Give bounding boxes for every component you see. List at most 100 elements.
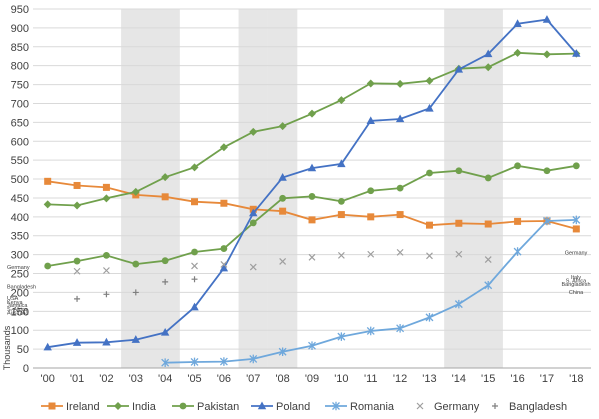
data-point xyxy=(191,198,199,206)
data-point xyxy=(513,19,522,27)
y-tick-label: 350 xyxy=(11,231,29,243)
y-tick-label: 600 xyxy=(11,136,29,148)
data-point xyxy=(366,326,375,336)
y-tick-label: 750 xyxy=(11,80,29,92)
y-tick-label: 700 xyxy=(11,98,29,110)
legend-item: Poland xyxy=(251,401,310,413)
series-poland xyxy=(43,15,581,351)
legend-label: Ireland xyxy=(66,401,100,413)
data-point xyxy=(103,291,110,298)
x-tick-label: '14 xyxy=(452,373,466,385)
data-point xyxy=(131,335,140,343)
x-tick-label: '07 xyxy=(246,373,260,385)
data-point xyxy=(160,327,170,336)
data-point xyxy=(543,167,551,175)
annotation-label: Germany xyxy=(565,251,588,257)
series-bangladesh xyxy=(74,276,198,302)
data-point xyxy=(162,278,169,285)
data-point xyxy=(72,338,82,346)
data-point xyxy=(161,193,169,201)
series-pakistan xyxy=(44,162,580,270)
data-point xyxy=(396,79,405,88)
legend-label: Germany xyxy=(434,401,480,413)
gridlines xyxy=(33,8,591,369)
data-point xyxy=(132,289,139,296)
y-tick-label: 550 xyxy=(11,155,29,167)
data-point xyxy=(337,251,345,259)
x-tick-label: '18 xyxy=(569,373,583,385)
shaded-band xyxy=(444,9,474,368)
annotation-label: S. Africa xyxy=(566,279,587,285)
data-point xyxy=(249,263,257,271)
data-point xyxy=(279,207,287,215)
data-point xyxy=(43,342,52,351)
legend-item: Ireland xyxy=(41,401,100,413)
data-point xyxy=(367,250,375,258)
data-point xyxy=(191,262,198,270)
data-point xyxy=(484,220,492,228)
y-tick-label: 500 xyxy=(11,174,29,186)
data-point xyxy=(366,79,375,88)
x-tick-label: '10 xyxy=(334,373,348,385)
x-tick-label: '04 xyxy=(158,373,172,385)
y-axis-title: Thousands xyxy=(2,325,12,370)
data-point xyxy=(279,194,287,202)
y-tick-label: 200 xyxy=(11,287,29,299)
y-tick-label: 950 xyxy=(11,4,29,16)
y-axis-ticks: 0 50 100 150 200 250 300 350 400 450 500 550 600 650 7… xyxy=(11,4,29,375)
x-tick-label: '02 xyxy=(99,373,113,385)
x-tick-label: '13 xyxy=(422,373,436,385)
data-point xyxy=(454,299,463,309)
legend-marker xyxy=(257,401,267,410)
data-point xyxy=(484,280,493,290)
legend-marker xyxy=(492,403,498,409)
data-point xyxy=(425,76,434,85)
data-point xyxy=(367,187,375,195)
shaded-band xyxy=(150,9,180,368)
data-point xyxy=(514,217,522,225)
legend-item: Romania xyxy=(325,401,395,413)
data-point xyxy=(191,276,198,283)
x-tick-label: '12 xyxy=(393,373,407,385)
y-tick-label: 850 xyxy=(11,42,29,54)
legend-label: Romania xyxy=(350,401,395,413)
data-point xyxy=(425,221,433,229)
data-point xyxy=(484,63,493,72)
data-point xyxy=(249,354,258,364)
data-point xyxy=(337,96,346,105)
x-tick-label: '00 xyxy=(41,373,55,385)
data-point xyxy=(219,263,229,272)
data-point xyxy=(249,208,258,217)
series-group xyxy=(43,15,581,368)
data-point xyxy=(220,261,228,268)
data-point xyxy=(484,174,492,182)
data-point xyxy=(366,116,375,125)
legend-item: Pakistan xyxy=(172,401,239,413)
y-tick-label: 450 xyxy=(11,193,29,205)
data-point xyxy=(73,267,81,275)
series-line xyxy=(165,219,577,364)
data-point xyxy=(396,248,404,256)
data-point xyxy=(73,257,81,265)
data-point xyxy=(249,127,258,136)
x-tick-label: '09 xyxy=(305,373,319,385)
data-point xyxy=(426,169,433,177)
data-point xyxy=(102,194,111,203)
data-point xyxy=(73,201,82,210)
shaded-band xyxy=(267,9,298,368)
y-tick-label: 300 xyxy=(11,250,29,262)
data-point xyxy=(308,216,316,224)
x-tick-label: '01 xyxy=(70,373,84,385)
data-point xyxy=(102,267,110,274)
legend-label: Poland xyxy=(276,401,310,413)
x-tick-label: '15 xyxy=(481,373,495,385)
legend-marker xyxy=(179,402,187,410)
data-point xyxy=(161,173,170,182)
data-point xyxy=(455,250,463,258)
data-point xyxy=(425,313,434,322)
shaded-band xyxy=(238,9,268,368)
data-point xyxy=(308,193,316,200)
data-point xyxy=(219,357,228,366)
y-tick-label: 0 xyxy=(23,363,29,375)
data-point xyxy=(337,159,346,168)
